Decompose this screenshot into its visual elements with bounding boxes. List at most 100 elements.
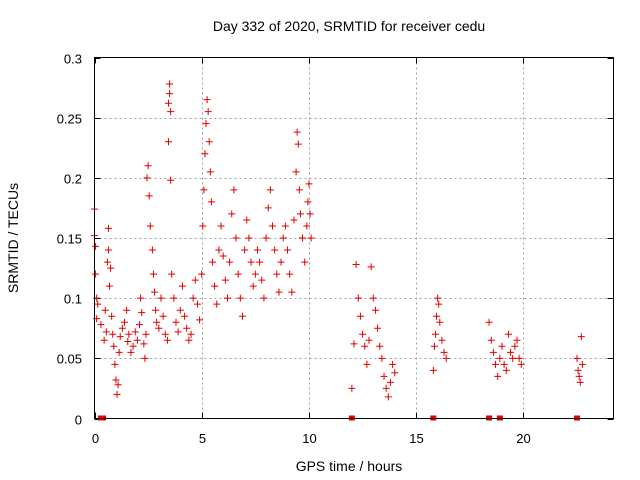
data-point <box>205 138 213 146</box>
data-point <box>164 138 172 146</box>
data-point <box>107 264 115 272</box>
y-axis-label: SRMTID / TECUs <box>5 183 21 293</box>
data-point <box>159 312 167 320</box>
data-point <box>131 328 139 336</box>
data-point <box>264 204 272 212</box>
data-point <box>217 222 225 230</box>
tick-labels: 0 0.05 0.1 0.15 0.2 0.25 0.3 0 5 10 15 20 <box>57 52 531 447</box>
data-point <box>492 360 500 368</box>
data-point <box>502 366 510 374</box>
data-point <box>113 390 121 398</box>
data-point <box>305 180 313 188</box>
data-point <box>153 318 161 326</box>
data-point <box>223 294 231 302</box>
data-point <box>251 270 259 278</box>
y-tick-label: 0.05 <box>57 352 82 367</box>
data-point <box>115 348 123 356</box>
data-point <box>183 324 191 332</box>
data-point <box>517 360 525 368</box>
data-point <box>201 150 209 158</box>
data-point <box>121 318 129 326</box>
data-point <box>137 294 145 302</box>
data-point <box>101 306 109 314</box>
data-point <box>496 354 504 362</box>
data-point <box>356 312 364 320</box>
y-tick-label: 0.15 <box>57 232 82 247</box>
data-point <box>504 330 512 338</box>
data-point <box>249 282 257 290</box>
data-point <box>262 234 270 242</box>
data-point <box>433 312 441 320</box>
data-point <box>307 234 315 242</box>
data-point <box>198 270 206 278</box>
data-point <box>436 318 444 326</box>
data-point <box>234 270 242 278</box>
data-point <box>288 288 296 296</box>
data-point <box>293 128 301 136</box>
data-point <box>116 333 124 341</box>
data-point <box>164 99 172 107</box>
data-point <box>435 300 443 308</box>
data-point <box>103 258 111 266</box>
data-point <box>279 234 287 242</box>
data-point <box>245 234 253 242</box>
data-point <box>142 330 150 338</box>
data-point <box>292 168 300 176</box>
data-point <box>146 222 154 230</box>
data-point <box>185 336 193 344</box>
data-point <box>97 321 105 329</box>
data-point <box>161 330 169 338</box>
data-point <box>494 372 502 380</box>
data-point <box>230 186 238 194</box>
data-point <box>226 258 234 266</box>
data-point <box>206 168 214 176</box>
data-point <box>260 294 268 302</box>
data-point <box>106 282 114 290</box>
data-point <box>380 372 388 380</box>
data-point <box>361 342 369 350</box>
data-point <box>125 330 133 338</box>
data-point <box>295 186 303 194</box>
data-point <box>111 360 119 368</box>
data-point <box>138 309 146 317</box>
data-point <box>294 140 302 148</box>
data-point <box>281 222 289 230</box>
data-point <box>500 360 508 368</box>
data-point <box>376 342 384 350</box>
chart-title: Day 332 of 2020, SRMTID for receiver ced… <box>213 18 485 34</box>
data-point <box>273 270 281 278</box>
data-point <box>94 300 102 308</box>
data-point <box>241 246 249 254</box>
data-point <box>243 216 251 224</box>
data-point <box>511 342 519 350</box>
data-point <box>238 312 246 320</box>
data-point <box>577 333 585 341</box>
data-point <box>189 294 197 302</box>
data-point <box>429 366 437 374</box>
data-point <box>576 378 584 386</box>
data-point <box>207 198 215 206</box>
data-point <box>306 210 314 218</box>
data-point <box>148 246 156 254</box>
y-tick-label: 0 <box>75 413 82 428</box>
data-point <box>386 378 394 386</box>
data-point <box>354 294 362 302</box>
data-point <box>371 306 379 314</box>
data-point <box>359 330 367 338</box>
data-point <box>174 328 182 336</box>
x-tick-label: 20 <box>516 431 530 446</box>
data-point <box>489 348 497 356</box>
data-point <box>303 222 311 230</box>
data-point <box>181 312 189 320</box>
y-tick-label: 0.25 <box>57 112 82 127</box>
data-point <box>149 270 157 278</box>
y-tick-label: 0.1 <box>64 292 82 307</box>
data-point <box>208 258 216 266</box>
data-point <box>487 336 495 344</box>
data-point <box>196 316 204 324</box>
data-point <box>575 372 583 380</box>
data-point <box>266 186 274 194</box>
data-point <box>141 354 149 362</box>
data-point <box>108 312 116 320</box>
